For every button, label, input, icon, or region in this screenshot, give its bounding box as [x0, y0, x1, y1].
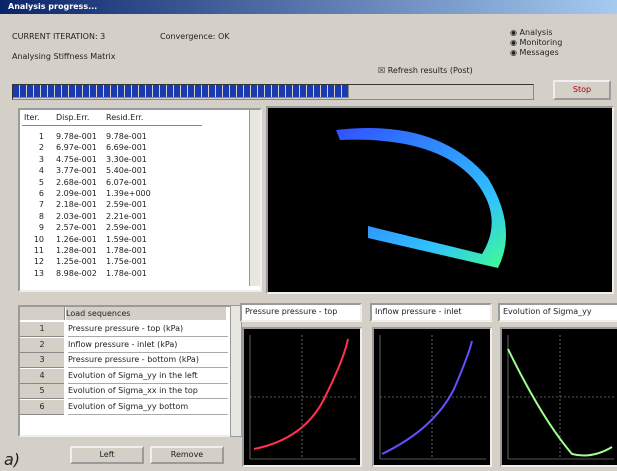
graph-curve [254, 339, 348, 449]
progress-frame [12, 84, 534, 100]
refresh-label: Refresh results (Post) [388, 66, 473, 75]
option-label: Analysis [520, 28, 553, 37]
scrollbar[interactable] [230, 305, 242, 437]
list-cell: 8 [32, 212, 44, 221]
model-shape [336, 128, 506, 268]
button[interactable]: Left [70, 446, 144, 464]
list-cell: 6.69e-001 [106, 143, 147, 152]
list-cell: 1.78e-001 [106, 269, 147, 278]
list-cell: 1.75e-001 [106, 257, 147, 266]
list-cell: 13 [32, 269, 44, 278]
graph-selector[interactable]: Evolution of Sigma_yy [498, 303, 617, 322]
list-cell: 1.39e+000 [106, 189, 151, 198]
list-cell: 2.03e-001 [56, 212, 97, 221]
list-cell: 1.28e-001 [56, 246, 97, 255]
scrollbar[interactable] [249, 110, 260, 286]
graph-svg [374, 329, 490, 465]
list-cell: 6.07e-001 [106, 178, 147, 187]
title-bar: Analysis progress... [0, 0, 617, 14]
list-cell: 1.78e-001 [106, 246, 147, 255]
graph-svg [502, 329, 617, 465]
row-number: 2 [20, 338, 64, 353]
column-header: Disp.Err. [56, 113, 89, 122]
grid-corner [20, 307, 65, 320]
iteration-list: Iter. Disp.Err. Resid.Err. 1 9.78e-001 9.78e-… [18, 108, 262, 292]
iteration-label: CURRENT ITERATION: 3 [12, 32, 105, 41]
list-cell: 4.75e-001 [56, 155, 97, 164]
list-cell: 2.09e-001 [56, 189, 97, 198]
convergence-label: Convergence: OK [160, 32, 230, 41]
list-cell: 12 [32, 257, 44, 266]
list-cell: 7 [32, 200, 44, 209]
list-cell: 6.97e-001 [56, 143, 97, 152]
list-cell: 2.21e-001 [106, 212, 147, 221]
app-window: Analysis progress... CURRENT ITERATION: … [0, 0, 617, 471]
list-cell: 10 [32, 235, 44, 244]
refresh-checkbox[interactable]: ☒ Refresh results (Post) [378, 66, 473, 75]
list-cell: 3.77e-001 [56, 166, 97, 175]
list-cell: 2.59e-001 [106, 200, 147, 209]
header-rule [22, 125, 202, 126]
list-cell: 9 [32, 223, 44, 232]
list-cell: 2.59e-001 [106, 223, 147, 232]
list-cell: 2.57e-001 [56, 223, 97, 232]
list-cell: 2 [32, 143, 44, 152]
row-number: 1 [20, 322, 64, 337]
option-label: Monitoring [520, 38, 563, 47]
status-label: Analysing Stiffness Matrix [12, 52, 116, 61]
option[interactable]: ◉ Analysis [510, 28, 553, 37]
option[interactable]: ◉ Messages [510, 48, 559, 57]
list-cell: 11 [32, 246, 44, 255]
option-label: Messages [520, 48, 559, 57]
row-number: 6 [20, 400, 64, 415]
grid-header: Load sequences [66, 307, 226, 320]
button[interactable]: Remove [150, 446, 224, 464]
list-cell: 1.26e-001 [56, 235, 97, 244]
row-number: 5 [20, 384, 64, 399]
list-cell: 3.30e-001 [106, 155, 147, 164]
row-label: Evolution of Sigma_yy bottom [68, 400, 228, 415]
graph-selector[interactable]: Inflow pressure - inlet [370, 303, 492, 322]
column-header: Resid.Err. [106, 113, 143, 122]
caption: a) [4, 450, 20, 469]
graph-curve [382, 341, 472, 454]
list-cell: 1.25e-001 [56, 257, 97, 266]
list-cell: 8.98e-002 [56, 269, 97, 278]
model-svg [268, 108, 612, 292]
stop-button[interactable]: Stop [553, 80, 611, 100]
list-cell: 2.18e-001 [56, 200, 97, 209]
list-cell: 3 [32, 155, 44, 164]
row-label: Pressure pressure - bottom (kPa) [68, 353, 228, 368]
graph-selector[interactable]: Pressure pressure - top [240, 303, 362, 322]
list-cell: 9.78e-001 [56, 132, 97, 141]
graph-svg [244, 329, 360, 465]
row-label: Evolution of Sigma_xx in the top [68, 384, 228, 399]
row-number: 3 [20, 353, 64, 368]
row-label: Pressure pressure - top (kPa) [68, 322, 228, 337]
list-cell: 2.68e-001 [56, 178, 97, 187]
row-number: 4 [20, 369, 64, 384]
graph-panel [242, 327, 362, 467]
list-cell: 1 [32, 132, 44, 141]
row-label: Evolution of Sigma_yy in the left [68, 369, 228, 384]
list-cell: 6 [32, 189, 44, 198]
list-cell: 4 [32, 166, 44, 175]
model-view [266, 106, 614, 294]
graph-panel [372, 327, 492, 467]
list-cell: 1.59e-001 [106, 235, 147, 244]
row-label: Inflow pressure - inlet (kPa) [68, 338, 228, 353]
list-cell: 9.78e-001 [106, 132, 147, 141]
column-header: Iter. [24, 113, 40, 122]
list-cell: 5 [32, 178, 44, 187]
graph-panel [500, 327, 617, 467]
option[interactable]: ◉ Monitoring [510, 38, 562, 47]
list-cell: 5.40e-001 [106, 166, 147, 175]
